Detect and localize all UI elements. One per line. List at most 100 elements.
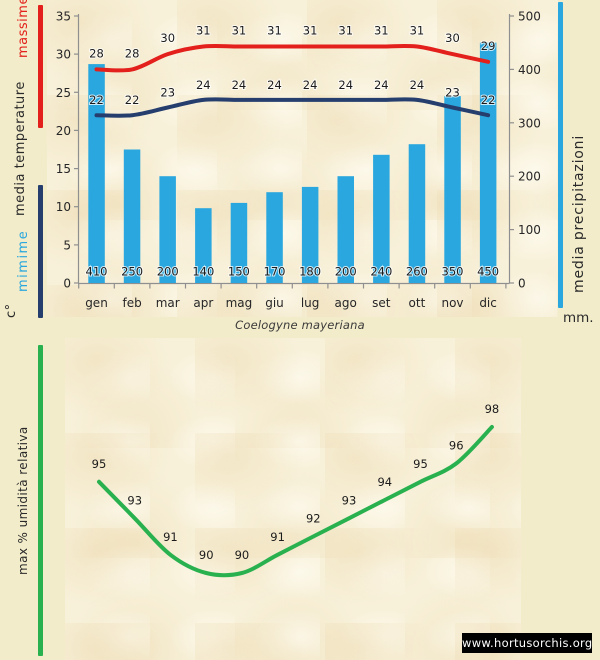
humidity-value-label: 90 — [235, 548, 250, 562]
precip-value-label: 410 — [86, 265, 108, 279]
month-label: feb — [122, 296, 141, 310]
precip-bar — [195, 208, 212, 283]
watermark: www.hortusorchis.org — [462, 633, 592, 653]
precip-bar — [408, 144, 426, 283]
max-temp-label: 31 — [303, 24, 318, 38]
min-temp-label: 24 — [303, 78, 318, 92]
humidity-value-label: 93 — [127, 493, 142, 507]
humidity-value-label: 91 — [163, 530, 178, 544]
precip-bar — [230, 202, 248, 283]
min-temp-label: 24 — [232, 78, 247, 92]
precip-value-label: 200 — [335, 265, 357, 279]
humidity-value-label: 91 — [270, 530, 285, 544]
left-axis-tick-label: 15 — [56, 162, 71, 176]
min-temp-label: 24 — [374, 78, 389, 92]
month-label: nov — [441, 296, 463, 310]
precipitation-axis-label: media precipitazioni — [571, 134, 587, 293]
precip-bar — [301, 186, 319, 283]
max-temp-label: 31 — [267, 24, 282, 38]
humidity-line — [97, 425, 494, 578]
precip-value-label: 140 — [192, 265, 214, 279]
left-axis-tick-label: 20 — [56, 124, 71, 138]
precip-bar — [373, 154, 390, 283]
right-axis-tick-label: 400 — [518, 63, 541, 77]
month-label: set — [372, 296, 391, 310]
month-label: giu — [265, 296, 284, 310]
min-temp-accent-bar — [38, 185, 43, 318]
right-axis-tick-label: 300 — [518, 116, 541, 130]
precip-value-label: 170 — [264, 265, 286, 279]
precip-bar — [479, 42, 497, 284]
precip-value-label: 240 — [370, 265, 392, 279]
min-temp-label: 23 — [160, 86, 175, 100]
humidity-value-label: 93 — [342, 493, 357, 507]
month-label: gen — [85, 296, 108, 310]
temperature-axis-label: media temperature — [13, 81, 28, 216]
left-axis-tick-label: 30 — [56, 48, 71, 62]
max-temp-label: 31 — [410, 24, 425, 38]
humidity-value-label: 95 — [92, 457, 107, 471]
precip-bar — [337, 176, 354, 283]
precip-value-label: 150 — [228, 265, 250, 279]
min-temp-label: 22 — [89, 93, 104, 107]
chart-title: Coelogyne mayeriana — [235, 318, 365, 332]
humidity-value-label: 90 — [199, 548, 214, 562]
month-label: ago — [335, 296, 357, 310]
precip-value-label: 180 — [299, 265, 321, 279]
max-temp-label: 31 — [374, 24, 389, 38]
month-label: ott — [409, 296, 426, 310]
min-temp-label: 24 — [267, 78, 282, 92]
humidity-axis-label: max % umidità relativa — [16, 426, 30, 575]
celsius-unit-label: c° — [4, 303, 19, 318]
precip-value-label: 260 — [406, 265, 428, 279]
min-temp-label: 24 — [410, 78, 425, 92]
precip-value-label: 450 — [477, 265, 499, 279]
min-temp-label: 24 — [338, 78, 353, 92]
min-temp-label: 23 — [445, 86, 460, 100]
month-label: mag — [226, 296, 253, 310]
max-temp-label: 28 — [125, 46, 140, 60]
precip-bar — [123, 149, 141, 283]
left-axis-tick-label: 35 — [56, 10, 71, 24]
max-temp-line — [94, 43, 491, 73]
left-axis-tick-label: 5 — [63, 238, 71, 252]
humidity-accent-bar — [38, 345, 43, 656]
humidity-value-label: 94 — [377, 475, 392, 489]
month-label: apr — [193, 296, 213, 310]
max-temp-label: 30 — [160, 31, 175, 45]
precip-bar — [266, 192, 283, 283]
month-label: dic — [479, 296, 497, 310]
humidity-chart-panel — [65, 338, 521, 660]
min-temp-label: 24 — [196, 78, 211, 92]
precip-value-label: 250 — [121, 265, 143, 279]
min-temp-label: 22 — [481, 93, 496, 107]
right-axis-tick-label: 100 — [518, 223, 541, 237]
month-label: mar — [156, 296, 180, 310]
right-axis-tick-label: 0 — [518, 277, 526, 291]
min-temp-axis-label: mimime — [16, 229, 31, 292]
humidity-value-label: 98 — [485, 402, 500, 416]
precip-bar — [444, 96, 461, 283]
humidity-value-label: 96 — [449, 439, 464, 453]
right-axis-tick-label: 500 — [518, 10, 541, 24]
max-temp-axis-label: massime — [16, 0, 31, 58]
min-temp-label: 22 — [125, 93, 140, 107]
left-axis-tick-label: 10 — [56, 200, 71, 214]
max-temp-label: 31 — [232, 24, 247, 38]
precip-bar — [159, 176, 176, 283]
precip-value-label: 200 — [157, 265, 179, 279]
precip-bar — [88, 64, 105, 283]
max-temp-label: 31 — [196, 24, 211, 38]
max-temp-accent-bar — [38, 5, 43, 128]
left-axis-tick-label: 25 — [56, 86, 71, 100]
max-temp-label: 28 — [89, 46, 104, 60]
humidity-value-label: 92 — [306, 512, 321, 526]
left-axis-tick-label: 0 — [63, 277, 71, 291]
precipitation-accent-bar — [558, 2, 563, 308]
max-temp-label: 30 — [445, 31, 460, 45]
month-label: lug — [301, 296, 320, 310]
mm-unit-label: mm. — [563, 310, 594, 326]
max-temp-label: 31 — [338, 24, 353, 38]
